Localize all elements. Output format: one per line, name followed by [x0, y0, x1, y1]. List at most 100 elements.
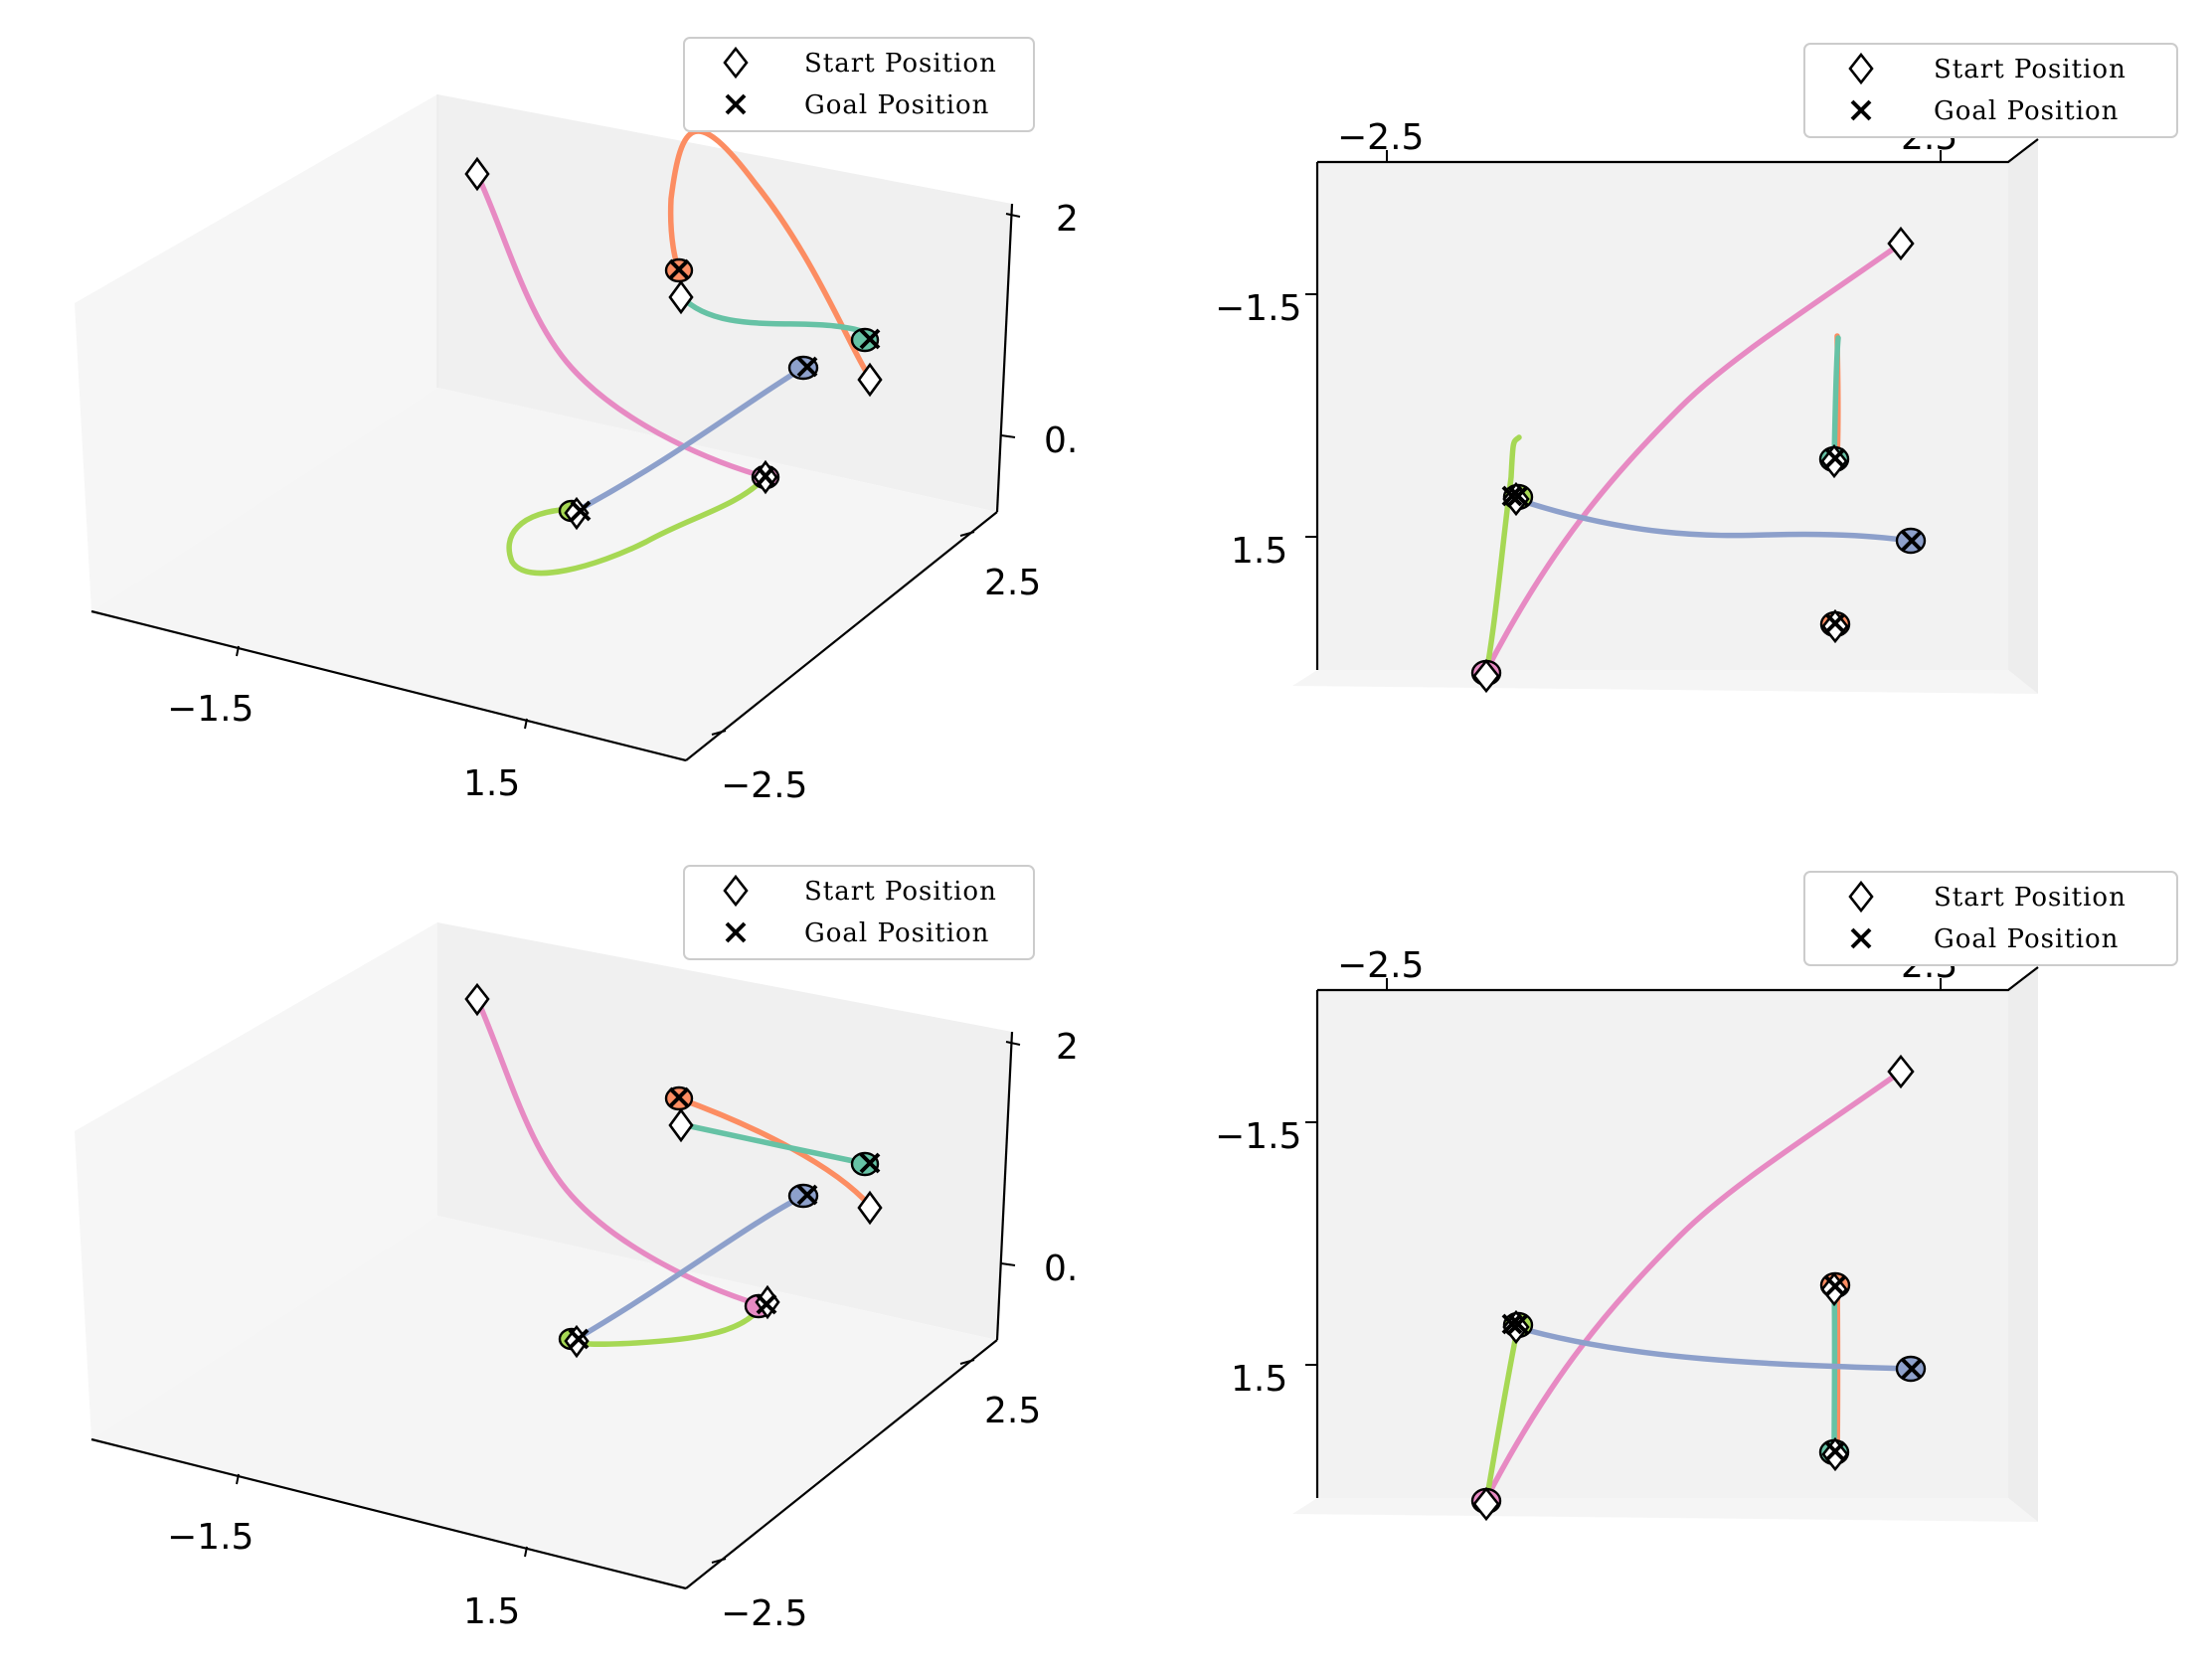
- trajectory-agent-5: [506, 476, 766, 577]
- start-marker-agent-3: [668, 1107, 694, 1143]
- y-tick-label: −2.5: [721, 765, 807, 806]
- start-marker-agent-1: [1887, 226, 1915, 261]
- x-tick-mark: [524, 1546, 528, 1558]
- legend-cross-icon: [725, 921, 747, 943]
- legend-diamond-icon: [723, 46, 749, 80]
- legend-cross-icon: [725, 93, 747, 115]
- x-tick-label: −1.5: [167, 1517, 254, 1558]
- legend-box: [683, 865, 1035, 960]
- z-tick-mark: [1005, 1041, 1021, 1046]
- trajectory-agent-3: [678, 1121, 866, 1166]
- legend-box: [1803, 43, 2178, 138]
- goal-marker-agent-3: [859, 328, 881, 350]
- z-axis-line: [995, 1031, 1014, 1341]
- panel-topview-bottom: −2.5 2.5 −1.5 1.5 Start Position Goal Po…: [1215, 871, 2178, 1522]
- pane-back: [437, 94, 1012, 512]
- start-marker-agent-5: [1472, 1486, 1500, 1522]
- legend-label-start: Start Position: [804, 877, 997, 907]
- z-tick-mark: [1000, 1262, 1016, 1266]
- legend: Start Position Goal Position: [683, 37, 1035, 132]
- legend-diamond-icon: [1848, 880, 1874, 914]
- x-tick-mark: [236, 645, 240, 657]
- z-tick-label: 2: [1056, 1027, 1079, 1068]
- y-tick-label: −1.5: [1215, 1116, 1301, 1157]
- trajectory-agent-5: [1483, 434, 1522, 677]
- trajectory-agent-4: [572, 365, 806, 515]
- goal-marker-agent-4: [1901, 530, 1923, 552]
- goal-marker-agent-5: [1501, 1313, 1523, 1335]
- trajectory-agent-1: [1483, 1069, 1904, 1502]
- goal-marker-agent-2: [1824, 1275, 1846, 1297]
- legend: Start Position Goal Position: [1803, 871, 2178, 966]
- goal-marker-agent-4: [796, 356, 818, 378]
- y-tick-label: −2.5: [721, 1593, 807, 1634]
- legend-label-start: Start Position: [804, 49, 997, 79]
- legend-cross-icon: [1850, 99, 1872, 121]
- goal-marker-agent-3: [1824, 612, 1846, 634]
- pane-left: [75, 94, 437, 611]
- legend: Start Position Goal Position: [1803, 43, 2178, 138]
- end-dot-agent-3: [850, 1151, 880, 1177]
- x-tick-label: 1.5: [463, 1591, 520, 1632]
- goal-marker-agent-2: [668, 258, 690, 280]
- legend-diamond-icon: [1848, 52, 1874, 85]
- start-marker-agent-1: [464, 982, 490, 1017]
- pane-floor: [1292, 670, 2038, 694]
- trajectory-agent-4: [572, 1193, 806, 1343]
- y-axis-line: [685, 511, 998, 761]
- trajectory-agent-1: [474, 996, 764, 1308]
- goal-marker-agent-1: [1507, 1313, 1529, 1335]
- x-tick-label: −1.5: [167, 689, 254, 730]
- start-marker-agent-2: [857, 1190, 883, 1226]
- goal-marker-agent-5: [570, 500, 592, 522]
- goal-marker-agent-5: [1501, 485, 1523, 507]
- z-tick-label: 0.: [1044, 420, 1078, 461]
- x-tick-label: −2.5: [1337, 945, 1424, 986]
- goal-marker-agent-4: [796, 1184, 818, 1206]
- goal-marker-agent-1: [756, 1293, 777, 1315]
- legend-label-goal: Goal Position: [1934, 924, 2119, 954]
- pane-floor: [1292, 1498, 2038, 1522]
- y-tick-label: −1.5: [1215, 288, 1301, 329]
- goal-marker-agent-2: [1824, 447, 1846, 469]
- goal-marker-agent-1: [756, 465, 775, 487]
- trajectory-agent-1: [474, 171, 768, 480]
- start-marker-agent-3: [668, 279, 694, 315]
- trajectory-agent-4: [1513, 1324, 1914, 1372]
- legend-cross-icon: [1850, 927, 1872, 949]
- pane-left: [75, 922, 437, 1439]
- start-marker-agent-5: [1472, 658, 1500, 694]
- goal-marker-agent-5: [568, 1328, 590, 1350]
- legend-label-goal: Goal Position: [804, 918, 989, 948]
- z-axis-line: [995, 203, 1014, 513]
- x-tick-label: 1.5: [463, 763, 520, 804]
- y-tick-label: 1.5: [1231, 531, 1287, 572]
- goal-marker-agent-3: [1824, 1440, 1846, 1462]
- z-tick-label: 2: [1056, 199, 1079, 240]
- x-tick-label: −2.5: [1337, 117, 1424, 158]
- end-dot-agent-3: [850, 327, 880, 353]
- legend: Start Position Goal Position: [683, 865, 1035, 960]
- legend-label-start: Start Position: [1934, 55, 2127, 84]
- goal-marker-agent-3: [859, 1152, 881, 1174]
- legend-box: [1803, 871, 2178, 966]
- panel-3d-top: −1.5 1.5 −2.5 2.5 2 0. Start P: [75, 37, 1079, 806]
- x-tick-mark: [524, 718, 528, 730]
- legend-label-goal: Goal Position: [1934, 96, 2119, 126]
- y-tick-mark: [711, 730, 727, 736]
- y-tick-mark: [959, 1359, 975, 1365]
- goal-marker-agent-2: [668, 1086, 690, 1108]
- pane-right: [2008, 139, 2038, 694]
- start-marker-agent-1: [464, 156, 490, 192]
- legend-label-start: Start Position: [1934, 883, 2127, 913]
- y-tick-mark: [711, 1558, 727, 1564]
- pane-right: [2008, 967, 2038, 1522]
- goal-marker-agent-4: [1901, 1358, 1923, 1380]
- y-tick-mark: [959, 531, 975, 537]
- x-axis-line: [90, 1437, 687, 1590]
- top-axis-line: [1317, 966, 2039, 992]
- z-tick-mark: [1005, 213, 1021, 218]
- trajectory-agent-2: [667, 128, 873, 381]
- x-tick-mark: [236, 1473, 240, 1485]
- top-axis-line: [1317, 138, 2039, 164]
